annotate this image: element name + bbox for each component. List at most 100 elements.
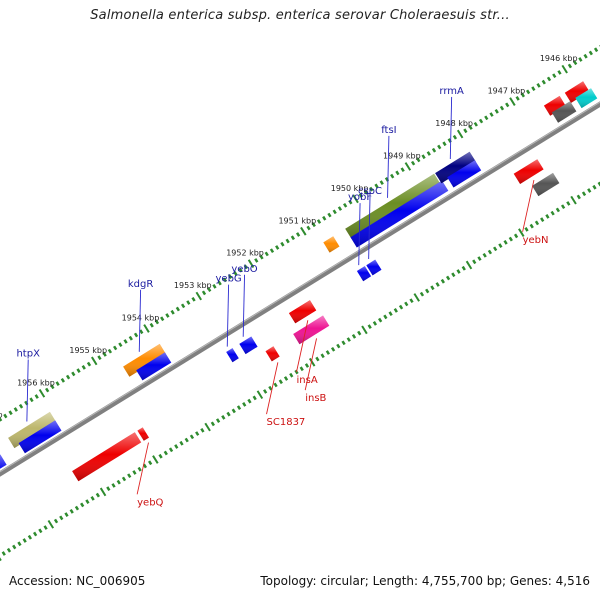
gene-feature[interactable]: [447, 160, 482, 188]
ruler-tick: [529, 223, 534, 229]
ruler-tick: [242, 402, 247, 407]
ruler-tick: [278, 379, 283, 385]
ruler-tick: [97, 355, 102, 361]
features: [0, 81, 598, 491]
ruler-tick: [425, 288, 430, 294]
ruler-tick: [47, 519, 55, 529]
gene-feature[interactable]: [0, 454, 7, 491]
gene-feature[interactable]: [265, 346, 280, 362]
ruler-tick: [348, 199, 353, 205]
gene-feature[interactable]: [551, 101, 577, 123]
ruler-tick: [275, 245, 280, 250]
ruler-tick: [168, 447, 174, 453]
ruler-tick: [493, 246, 498, 252]
ruler-tick: [363, 190, 369, 195]
ruler-tick: [221, 415, 226, 420]
ruler-tick: [461, 265, 466, 271]
ruler-tick: [53, 518, 59, 524]
ruler-tick: [508, 236, 513, 242]
gene-label: kdgR: [128, 279, 153, 290]
ruler-tick: [332, 209, 337, 215]
tick-labels: 1946 kbp 1947 kbp 1948 kbp 1949 kbp 1950 kbp…: [0, 54, 578, 420]
gene-feature[interactable]: [356, 266, 372, 282]
gene-feature[interactable]: [575, 88, 598, 109]
ruler-tick: [142, 463, 148, 469]
ruler-tick: [180, 303, 186, 309]
gene-feature[interactable]: [137, 427, 149, 441]
gene-feature[interactable]: [289, 300, 317, 324]
ruler-tick: [552, 73, 557, 79]
ruler-tick: [195, 291, 203, 301]
ruler-tick: [463, 128, 468, 134]
ruler-tick: [393, 308, 398, 313]
tick-label: 1946 kbp: [540, 54, 578, 63]
tick-label: 1952 kbp: [226, 249, 264, 258]
ruler-tick: [498, 243, 503, 248]
ruler-tick: [404, 301, 409, 307]
ruler-tick: [351, 333, 357, 339]
ruler-tick: [560, 204, 566, 210]
gene-feature[interactable]: [532, 172, 560, 197]
gene-feature[interactable]: [323, 236, 340, 253]
ruler-tick: [289, 372, 294, 378]
ruler-tick: [154, 319, 160, 325]
ruler-tick: [71, 371, 76, 377]
ruler-tick: [515, 96, 520, 101]
ruler-tick: [86, 361, 92, 367]
ruler-tick: [0, 557, 2, 562]
gene-label: yebG: [216, 274, 242, 285]
ruler-tick: [243, 264, 248, 270]
ruler-tick: [107, 348, 113, 354]
ruler-tick: [263, 389, 268, 394]
ruler-tick: [357, 330, 362, 336]
ruler-tick: [557, 70, 562, 75]
gene-label: rrmA: [439, 86, 464, 97]
ruler-tick: [566, 201, 571, 206]
ruler-tick: [456, 269, 461, 274]
ruler-tick: [143, 324, 150, 333]
gene-label: cspC: [358, 186, 382, 197]
gene-feature[interactable]: [136, 352, 172, 381]
ruler-tick: [254, 258, 259, 263]
gene-feature[interactable]: [226, 348, 239, 363]
ruler-tick: [3, 413, 8, 419]
gene-feature[interactable]: [72, 432, 142, 482]
gene-feature[interactable]: [293, 315, 330, 345]
ruler-tick: [308, 357, 316, 367]
ruler-tick: [437, 144, 442, 150]
gene-leader: [368, 196, 371, 260]
ruler-tick: [189, 434, 195, 440]
gene-leader: [296, 320, 309, 373]
gene-feature[interactable]: [18, 420, 62, 454]
gene-leader: [449, 96, 453, 159]
ruler-tick: [27, 534, 33, 540]
gene-leader: [387, 135, 390, 198]
gene-feature[interactable]: [123, 343, 166, 377]
ruler-tick: [337, 206, 343, 211]
ruler-tick: [236, 405, 242, 410]
gene-feature[interactable]: [564, 81, 590, 103]
ruler-tick: [487, 249, 493, 255]
gene-feature[interactable]: [350, 180, 449, 248]
gene-feature[interactable]: [8, 411, 57, 449]
ruler-tick: [494, 108, 499, 114]
tick-label: 1954 kbp: [122, 313, 160, 322]
gene-feature[interactable]: [239, 336, 258, 355]
gene-feature[interactable]: [513, 159, 544, 184]
ruler-tick: [259, 254, 264, 260]
gene-label: yobF: [348, 192, 372, 203]
ruler-tick: [160, 316, 165, 322]
ruler-tick: [343, 202, 348, 208]
ruler-tick: [352, 194, 359, 204]
ruler-tick: [222, 277, 228, 283]
gene-feature[interactable]: [366, 259, 382, 276]
gene-feature[interactable]: [543, 95, 566, 116]
backbone-line: [0, 101, 600, 477]
ruler-tick: [325, 350, 330, 355]
ruler-tick: [430, 285, 435, 291]
ruler-tick: [158, 453, 163, 459]
ruler-tick: [226, 411, 231, 417]
ruler-tick: [419, 291, 425, 297]
gene-feature[interactable]: [435, 151, 476, 184]
tick-label: 1950 kbp: [331, 184, 369, 193]
